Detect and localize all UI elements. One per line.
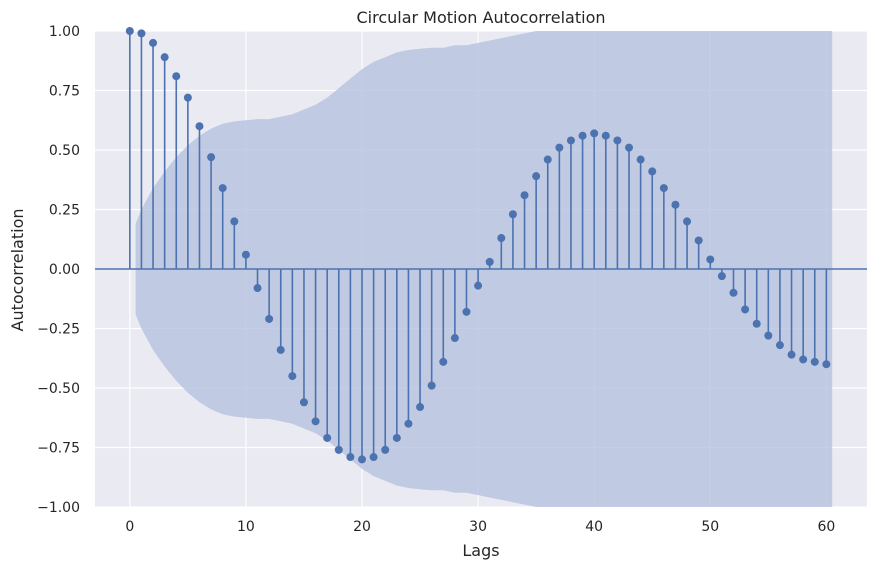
- acf-marker: [717, 272, 726, 281]
- acf-marker: [741, 305, 750, 314]
- acf-marker: [207, 153, 216, 162]
- acf-marker: [265, 314, 274, 323]
- acf-marker: [404, 419, 413, 428]
- acf-marker: [183, 93, 192, 102]
- acf-marker: [369, 453, 378, 462]
- acf-marker: [566, 136, 575, 145]
- acf-marker: [439, 357, 448, 366]
- acf-marker: [149, 38, 158, 47]
- acf-marker: [450, 334, 459, 343]
- acf-marker: [160, 53, 169, 62]
- acf-marker: [590, 129, 599, 138]
- acf-marker: [508, 210, 517, 219]
- y-tick-label: −0.50: [37, 381, 80, 397]
- acf-marker: [613, 136, 622, 145]
- acf-marker: [253, 284, 262, 293]
- x-tick-label: 50: [701, 519, 719, 535]
- x-tick-label: 40: [585, 519, 603, 535]
- x-axis-title: Lags: [462, 541, 499, 560]
- y-tick-label: 1.00: [49, 24, 80, 40]
- acf-marker: [752, 319, 761, 328]
- acf-marker: [241, 250, 250, 259]
- acf-marker: [125, 27, 134, 35]
- acf-marker: [578, 131, 587, 140]
- acf-marker: [334, 445, 343, 454]
- acf-marker: [299, 398, 308, 407]
- y-tick-label: 0.50: [49, 143, 80, 159]
- y-tick-label: 0.00: [49, 262, 80, 278]
- x-tick-label: 10: [237, 519, 255, 535]
- acf-marker: [671, 200, 680, 209]
- acf-marker: [822, 360, 831, 369]
- acf-marker: [683, 217, 692, 226]
- acf-marker: [799, 355, 808, 364]
- acf-marker: [195, 122, 204, 131]
- acf-marker: [543, 155, 552, 164]
- acf-marker: [497, 234, 506, 243]
- y-tick-label: 0.25: [49, 203, 80, 219]
- acf-marker: [648, 167, 657, 176]
- acf-marker: [520, 191, 529, 200]
- x-tick-label: 0: [125, 519, 134, 535]
- acf-marker: [392, 433, 401, 442]
- y-tick-label: −0.75: [37, 441, 80, 457]
- acf-marker: [775, 341, 784, 350]
- acf-marker: [346, 453, 355, 462]
- acf-marker: [358, 455, 367, 464]
- acf-marker: [659, 184, 668, 193]
- x-tick-label: 30: [469, 519, 487, 535]
- acf-marker: [787, 350, 796, 359]
- x-tick-label: 20: [353, 519, 371, 535]
- chart-title: Circular Motion Autocorrelation: [356, 8, 605, 27]
- acf-marker: [137, 29, 146, 38]
- acf-marker: [416, 403, 425, 412]
- acf-marker: [172, 72, 181, 81]
- acf-marker: [764, 331, 773, 340]
- acf-marker: [625, 143, 634, 152]
- acf-marker: [427, 381, 436, 390]
- acf-marker: [555, 143, 564, 152]
- y-axis-title: Autocorrelation: [8, 209, 27, 332]
- y-tick-label: 0.75: [49, 84, 80, 100]
- acf-marker: [276, 345, 285, 354]
- acf-marker: [218, 184, 227, 193]
- y-tick-label: −1.00: [37, 500, 80, 516]
- acf-marker: [532, 172, 541, 181]
- acf-marker: [462, 307, 471, 316]
- acf-marker: [706, 255, 715, 264]
- acf-marker: [601, 131, 610, 140]
- x-tick-label: 60: [817, 519, 835, 535]
- acf-marker: [810, 357, 819, 366]
- acf-marker: [323, 433, 332, 442]
- acf-marker: [230, 217, 239, 226]
- acf-marker: [381, 445, 390, 454]
- acf-marker: [694, 236, 703, 245]
- acf-marker: [311, 417, 320, 426]
- acf-marker: [729, 288, 738, 297]
- acf-marker: [485, 257, 494, 266]
- acf-marker: [288, 372, 297, 381]
- acf-marker: [636, 155, 645, 164]
- y-tick-label: −0.25: [37, 322, 80, 338]
- acf-marker: [474, 281, 483, 290]
